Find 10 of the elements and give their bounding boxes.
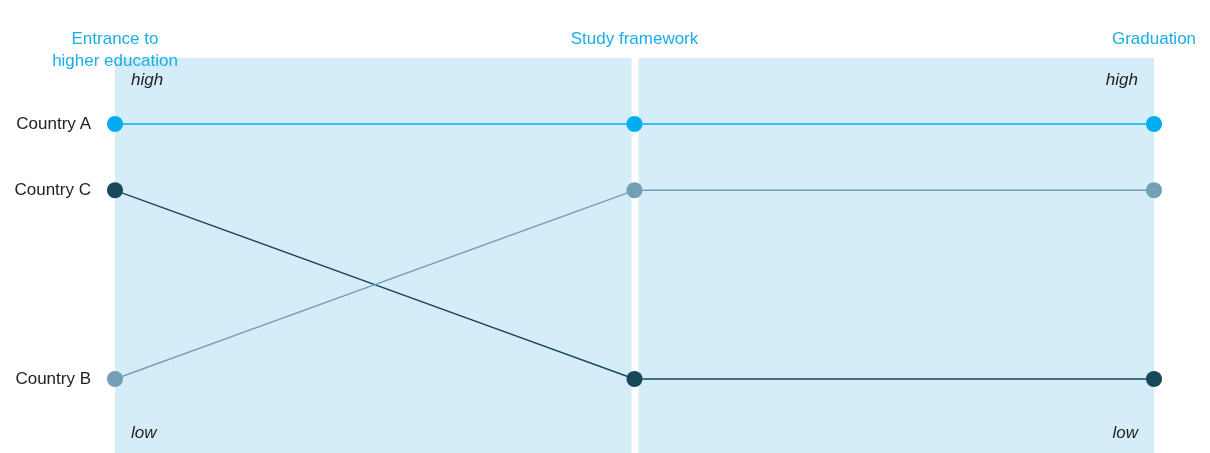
series-label: Country B xyxy=(15,369,91,388)
series-label: Country A xyxy=(16,114,92,133)
text: low xyxy=(1112,423,1140,442)
text: high xyxy=(1105,70,1138,89)
x-tick-label: Entrance to higher education xyxy=(52,29,178,70)
text: low xyxy=(131,423,159,442)
series-label: Country C xyxy=(14,180,91,200)
x-tick-label: Graduation xyxy=(1111,29,1197,48)
x-tick-label: Study framework xyxy=(570,29,699,48)
text: high xyxy=(131,70,164,89)
